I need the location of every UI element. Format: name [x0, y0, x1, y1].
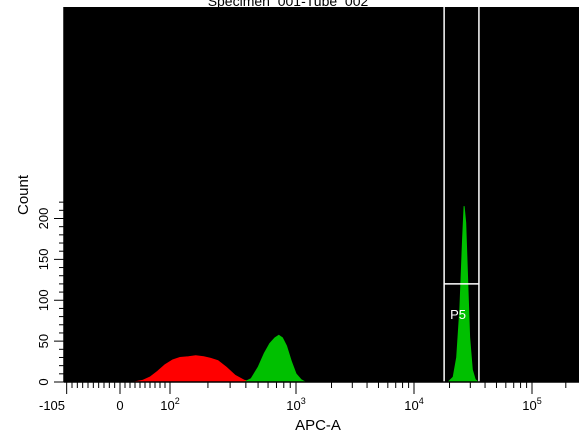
- x-tick-exponent: 2: [175, 396, 180, 406]
- y-tick-label: 0: [36, 378, 51, 385]
- histogram-series-2: [244, 334, 308, 383]
- histogram-series-3: [446, 206, 480, 383]
- x-tick-label: 105: [522, 396, 541, 413]
- x-tick-label: -105: [39, 398, 65, 413]
- series-layer: [133, 206, 480, 383]
- axis-layer: 0 50 100 150 200 -105 0 102 103 104 105: [36, 7, 579, 413]
- gate-p5[interactable]: [443, 7, 480, 382]
- x-tick-exponent: 3: [301, 396, 306, 406]
- histogram-series-1: [133, 355, 252, 383]
- x-tick-label: 104: [404, 396, 423, 413]
- plot-area: [64, 7, 579, 382]
- y-tick-label: 100: [36, 289, 51, 311]
- x-axis-label: APC-A: [295, 417, 341, 434]
- x-tick-exponent: 5: [537, 396, 542, 406]
- y-axis-label: Count: [15, 174, 32, 215]
- y-tick-label: 150: [36, 249, 51, 271]
- gate-p5-label: P5: [450, 307, 466, 322]
- gate-layer[interactable]: P5: [443, 7, 480, 382]
- x-tick-exponent: 4: [419, 396, 424, 406]
- x-tick-label: 0: [116, 398, 123, 413]
- y-tick-label: 200: [36, 208, 51, 230]
- x-tick-label: 103: [286, 396, 305, 413]
- y-tick-label: 50: [36, 334, 51, 348]
- chart-title: Specimen_001-Tube_002: [208, 0, 369, 9]
- x-tick-label: 102: [160, 396, 179, 413]
